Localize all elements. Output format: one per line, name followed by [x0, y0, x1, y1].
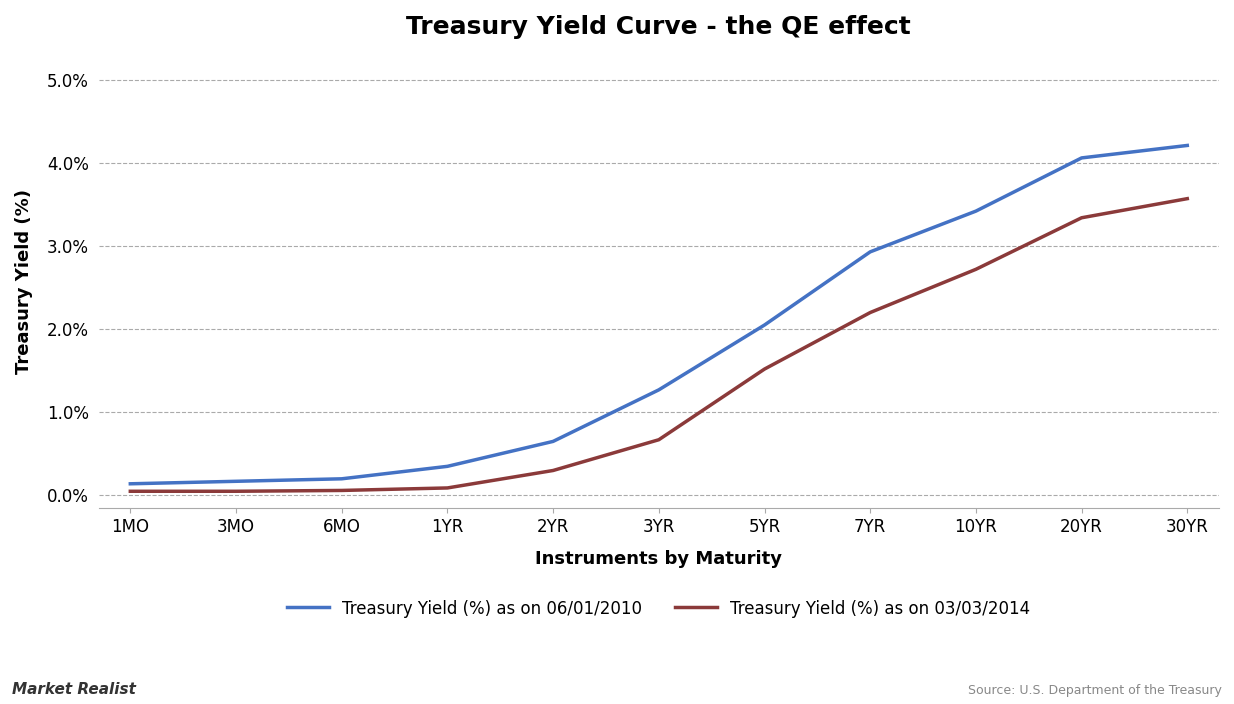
Y-axis label: Treasury Yield (%): Treasury Yield (%) — [15, 189, 33, 374]
Legend: Treasury Yield (%) as on 06/01/2010, Treasury Yield (%) as on 03/03/2014: Treasury Yield (%) as on 06/01/2010, Tre… — [280, 593, 1038, 624]
Text: Source: U.S. Department of the Treasury: Source: U.S. Department of the Treasury — [967, 684, 1222, 697]
Text: Market Realist: Market Realist — [12, 682, 136, 697]
Title: Treasury Yield Curve - the QE effect: Treasury Yield Curve - the QE effect — [406, 15, 911, 39]
X-axis label: Instruments by Maturity: Instruments by Maturity — [536, 550, 782, 567]
